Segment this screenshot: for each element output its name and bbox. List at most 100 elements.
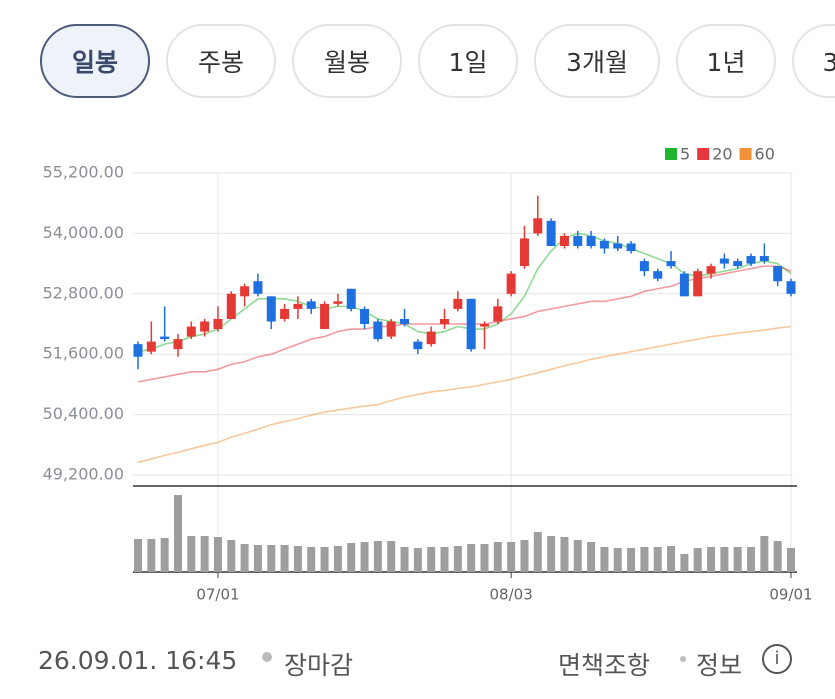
- volume-bar: [733, 547, 742, 572]
- period-tab[interactable]: 일봉: [40, 24, 150, 98]
- y-tick-label: 49,200.00: [43, 465, 124, 484]
- volume-bar: [347, 543, 356, 572]
- period-tab[interactable]: 월봉: [292, 24, 402, 98]
- legend-label: 5: [680, 145, 690, 164]
- period-tab[interactable]: 1년: [676, 24, 776, 98]
- volume-bar: [320, 547, 329, 572]
- volume-bar: [134, 539, 142, 572]
- x-tick-label: 07/01: [196, 586, 239, 604]
- candle-body: [186, 326, 196, 337]
- candle-body: [693, 271, 703, 297]
- legend-label: 20: [712, 145, 732, 164]
- market-status: 장마감: [284, 651, 354, 680]
- period-tab[interactable]: 3개월: [534, 24, 660, 98]
- volume-bar: [493, 542, 502, 572]
- legend-swatch: [665, 148, 677, 160]
- candle-body: [653, 271, 663, 279]
- ma-line: [137, 265, 792, 383]
- candle-body: [373, 321, 383, 340]
- candle-body: [466, 298, 476, 350]
- volume-bar: [787, 548, 795, 572]
- volume-bar: [600, 547, 609, 572]
- volume-bar: [253, 545, 262, 572]
- candle-body: [759, 256, 769, 262]
- candle-body: [706, 266, 716, 274]
- volume-bar: [427, 547, 436, 572]
- volume-bar: [227, 540, 236, 572]
- period-tab[interactable]: 1일: [418, 24, 518, 98]
- y-tick-label: 55,200.00: [43, 163, 124, 182]
- volume-bar: [547, 536, 556, 572]
- candle-body: [306, 301, 316, 309]
- candle-body: [626, 243, 636, 252]
- candle-body: [613, 243, 623, 249]
- volume-bar: [560, 537, 569, 572]
- volume-bar: [160, 538, 169, 572]
- disclaimer-link[interactable]: 면책조항: [558, 651, 651, 680]
- ma-line: [137, 232, 792, 353]
- volume-bar: [333, 546, 342, 572]
- volume-bar: [480, 544, 489, 572]
- volume-bar: [240, 544, 249, 572]
- volume-bar: [573, 540, 582, 572]
- candle-body: [506, 273, 516, 294]
- candle-body: [386, 321, 396, 337]
- volume-bar: [653, 547, 662, 572]
- candle-body: [146, 341, 156, 352]
- candle-body: [400, 318, 410, 324]
- volume-bar: [360, 542, 369, 572]
- y-tick-label: 51,600.00: [43, 344, 124, 363]
- candle-body: [533, 218, 543, 234]
- volume-bar: [747, 547, 756, 572]
- volume-bar: [147, 539, 156, 572]
- candle-body: [479, 324, 489, 327]
- period-tab[interactable]: 주봉: [166, 24, 276, 98]
- candle-body: [586, 235, 596, 246]
- candle-body: [440, 318, 450, 324]
- period-tabs: 일봉주봉월봉1일3개월1년3년: [0, 24, 835, 104]
- candle-body: [240, 286, 250, 297]
- candle-body: [639, 261, 649, 272]
- info-icon[interactable]: i: [762, 644, 792, 674]
- footer: 26.09.01. 16:45 장마감 면책조항 정보 i: [0, 640, 835, 684]
- candle-body: [733, 261, 743, 267]
- candle-body: [679, 273, 689, 297]
- volume-bar: [680, 554, 689, 572]
- candle-body: [573, 235, 583, 246]
- volume-bar: [387, 541, 396, 572]
- legend-label: 60: [755, 145, 775, 164]
- candle-body: [786, 281, 796, 294]
- y-tick-label: 50,400.00: [43, 404, 124, 423]
- candle-body: [200, 321, 210, 332]
- legend-swatch: [697, 148, 710, 160]
- candle-body: [493, 306, 503, 322]
- volume-bar: [293, 546, 302, 572]
- x-tick-label: 09/01: [769, 586, 812, 604]
- volume-bar: [373, 541, 382, 572]
- y-tick-label: 52,800.00: [43, 283, 124, 302]
- volume-bar: [613, 548, 622, 572]
- candle-body: [719, 258, 729, 264]
- candle-body: [266, 296, 276, 322]
- candle-body: [320, 303, 330, 330]
- timestamp: 26.09.01. 16:45: [38, 646, 238, 675]
- volume-bar: [667, 546, 676, 572]
- candle-body: [133, 344, 143, 357]
- volume-bar: [640, 547, 649, 572]
- volume-bar: [213, 537, 222, 572]
- candle-body: [599, 240, 609, 249]
- candle-body: [453, 298, 463, 309]
- volume-bar: [627, 548, 636, 572]
- volume-bar: [307, 547, 316, 572]
- volume-bar: [720, 547, 729, 572]
- candle-body: [559, 235, 569, 246]
- info-link[interactable]: 정보: [696, 651, 743, 680]
- candle-body: [746, 256, 756, 264]
- volume-bar: [187, 536, 196, 572]
- volume-bar: [760, 536, 769, 572]
- ma-line: [137, 325, 792, 464]
- candle-body: [426, 331, 436, 345]
- volume-bar: [773, 541, 782, 572]
- candle-body: [173, 339, 183, 350]
